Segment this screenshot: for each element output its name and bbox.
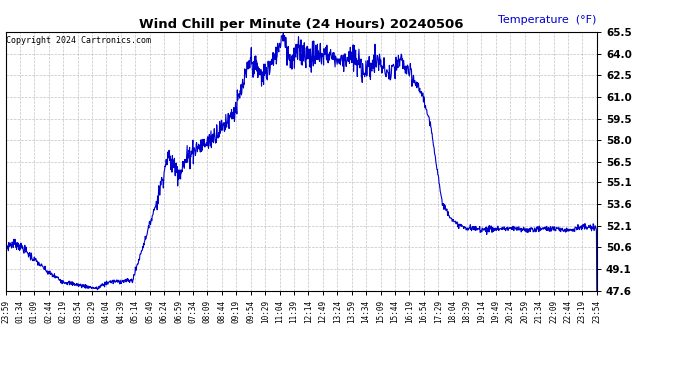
Title: Wind Chill per Minute (24 Hours) 20240506: Wind Chill per Minute (24 Hours) 2024050… xyxy=(139,18,464,31)
Text: Copyright 2024 Cartronics.com: Copyright 2024 Cartronics.com xyxy=(6,36,151,45)
Text: Temperature  (°F): Temperature (°F) xyxy=(498,15,597,26)
